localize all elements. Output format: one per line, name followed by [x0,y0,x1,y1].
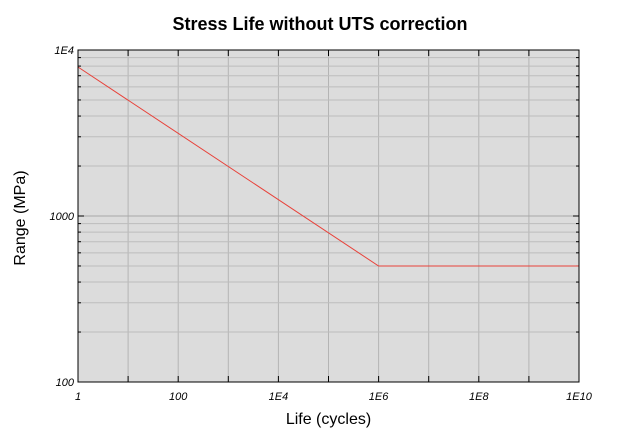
series-line [77,66,579,267]
grid-lines [77,50,580,382]
plot-frame [77,49,580,383]
tick-marks [77,50,580,382]
chart-title: Stress Life without UTS correction [172,14,468,34]
series-layer [77,66,579,267]
y-tick-label: 1000 [50,211,75,223]
y-axis-label: Range (MPa) [12,170,29,265]
x-tick-label: 1E8 [469,391,489,403]
x-tick-label: 1E4 [269,391,289,403]
x-tick-label: 100 [169,391,188,403]
x-tick-label: 1 [75,391,81,403]
y-tick-label: 100 [56,377,75,389]
x-tick-label: 1E6 [369,391,389,403]
y-tick-label: 1E4 [54,45,74,57]
x-axis-label: Life (cycles) [286,411,371,428]
x-tick-label: 1E10 [566,391,593,403]
